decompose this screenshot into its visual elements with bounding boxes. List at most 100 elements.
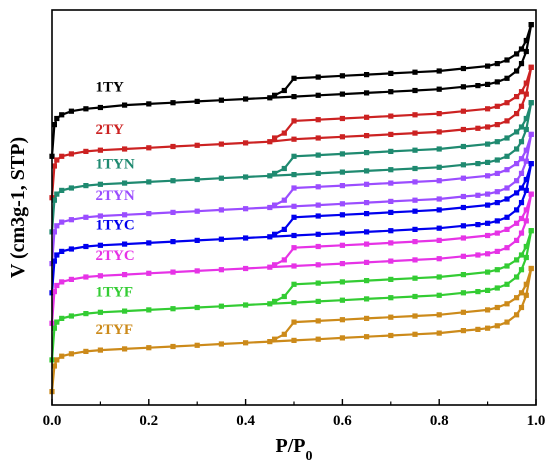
data-point-2TYN-desorption-2 [518, 156, 525, 162]
data-point-2TYF-adsorption-18 [388, 332, 394, 339]
data-point-2TYF-adsorption-2 [54, 357, 60, 363]
data-point-2TYF-desorption-7 [460, 309, 466, 315]
data-point-2TYF-desorption-4 [504, 301, 510, 307]
data-point-1TY-desorption-2 [518, 46, 525, 52]
data-point-1TYC-adsorption-28 [523, 187, 529, 193]
data-point-2TYN-adsorption-5 [83, 214, 89, 220]
data-point-2TYC-adsorption-27 [518, 230, 525, 236]
data-point-1TYC-desorption-6 [485, 202, 491, 208]
data-point-2TY-adsorption-23 [485, 124, 491, 130]
data-point-1TYN-adsorption-11 [218, 175, 224, 181]
series-2TYN [49, 131, 534, 267]
data-point-2TYF-desorption-10 [388, 314, 394, 320]
data-point-1TYF-adsorption-25 [504, 281, 510, 287]
data-point-2TYN-adsorption-17 [364, 200, 370, 206]
data-point-1TYN-adsorption-26 [514, 146, 520, 152]
x-tick-label: 0.0 [43, 413, 62, 429]
data-point-2TYN-adsorption-20 [436, 196, 442, 202]
data-point-1TY-desorption-6 [485, 63, 491, 69]
data-point-2TYC-adsorption-13 [267, 264, 273, 270]
data-point-2TY-adsorption-16 [339, 134, 345, 140]
data-point-1TYF-desorption-13 [315, 280, 321, 286]
data-point-1TYC-adsorption-19 [412, 226, 418, 232]
data-point-2TYN-adsorption-28 [523, 158, 529, 164]
data-point-2TYC-desorption-7 [460, 235, 466, 241]
data-point-2TYC-adsorption-3 [59, 279, 65, 285]
data-point-2TY-adsorption-14 [291, 136, 297, 142]
data-point-2TYF-desorption-9 [412, 313, 418, 319]
data-point-2TYF-adsorption-21 [460, 328, 466, 334]
data-point-2TYC-adsorption-8 [146, 270, 152, 276]
data-point-2TYC-desorption-8 [436, 237, 442, 243]
x-tick-label: 0.2 [139, 413, 158, 429]
data-point-1TY-adsorption-26 [514, 68, 520, 74]
data-point-2TYC-adsorption-10 [194, 268, 200, 274]
series-1TY [49, 22, 534, 159]
data-point-2TY-adsorption-15 [315, 135, 321, 141]
data-point-1TYF-adsorption-2 [54, 319, 60, 325]
data-point-1TYF-desorption-9 [412, 275, 418, 281]
data-point-1TYC-adsorption-23 [485, 220, 491, 226]
data-point-1TY-adsorption-15 [315, 92, 321, 98]
data-point-1TYF-adsorption-11 [218, 303, 224, 309]
data-point-1TY-desorption-5 [494, 61, 500, 67]
data-point-1TYN-desorption-10 [388, 148, 394, 154]
data-point-1TYC-desorption-3 [514, 190, 520, 196]
data-point-1TYF-adsorption-18 [388, 295, 394, 301]
data-point-1TYF-desorption-6 [485, 269, 491, 275]
data-point-2TYF-adsorption-11 [218, 341, 224, 347]
series-2TYF [49, 265, 534, 395]
data-point-2TY-adsorption-28 [523, 91, 529, 97]
y-axis-title: V (cm3g-1, STP) [7, 137, 29, 278]
data-point-1TYF-adsorption-21 [460, 290, 466, 296]
data-point-2TYN-desorption-16 [272, 202, 278, 208]
series-label-1TYF: 1TYF [96, 284, 134, 300]
data-point-2TYC-adsorption-11 [218, 267, 224, 273]
data-point-2TYC-adsorption-9 [170, 269, 176, 275]
series-labels: 1TY 2TY 1TYN 2TYN 1TYC 2TYC 1TYF 2TYF [96, 80, 135, 339]
data-point-2TYF-adsorption-20 [436, 330, 442, 336]
data-point-1TYC-adsorption-6 [97, 242, 103, 248]
x-tick-label: 0.4 [236, 413, 255, 429]
data-point-2TY-desorption-8 [436, 111, 442, 117]
data-point-2TY-desorption-0 [528, 64, 534, 70]
data-point-1TYN-desorption-16 [272, 170, 278, 176]
data-point-1TYF-adsorption-28 [523, 254, 529, 261]
data-point-2TYC-desorption-5 [494, 230, 500, 236]
data-point-1TYN-adsorption-8 [146, 179, 152, 185]
data-point-2TY-adsorption-9 [170, 143, 176, 150]
data-point-1TYC-desorption-13 [315, 213, 321, 219]
data-point-1TYN-desorption-15 [281, 165, 287, 172]
x-axis-title-main: P/P [276, 435, 306, 457]
data-point-1TYF-desorption-4 [504, 263, 510, 269]
data-point-2TYC-desorption-0 [528, 191, 534, 197]
data-point-2TYC-adsorption-15 [315, 262, 321, 268]
data-point-1TYN-desorption-12 [339, 151, 345, 157]
data-point-1TYN-desorption-11 [364, 150, 370, 156]
data-point-2TYN-adsorption-24 [494, 189, 500, 195]
data-point-1TY-adsorption-12 [243, 96, 249, 102]
data-point-1TYC-desorption-12 [339, 212, 345, 218]
data-point-2TY-adsorption-22 [475, 125, 481, 131]
data-point-2TYF-desorption-5 [494, 304, 500, 311]
data-point-2TYC-adsorption-21 [460, 253, 466, 259]
data-point-1TY-adsorption-27 [518, 61, 525, 67]
data-point-2TY-desorption-14 [291, 118, 297, 124]
data-point-1TY-adsorption-21 [460, 84, 466, 90]
data-point-1TYN-adsorption-1 [51, 197, 57, 203]
data-point-1TYC-adsorption-10 [194, 237, 200, 243]
data-point-1TYC-adsorption-16 [339, 230, 345, 236]
data-point-1TYF-adsorption-16 [339, 297, 345, 303]
data-point-2TYN-desorption-7 [460, 175, 466, 181]
data-point-1TYC-desorption-10 [388, 209, 394, 215]
x-tick-label: 1.0 [527, 413, 546, 429]
data-point-2TYF-adsorption-5 [83, 348, 89, 354]
data-point-2TYC-adsorption-25 [504, 245, 510, 251]
data-point-2TYN-adsorption-4 [68, 217, 74, 223]
data-point-1TYF-desorption-0 [528, 228, 534, 234]
data-point-2TYF-adsorption-10 [194, 342, 200, 348]
data-point-1TYC-adsorption-26 [514, 207, 520, 213]
series-1TYN [49, 100, 534, 235]
data-point-2TYC-desorption-12 [339, 242, 345, 248]
data-point-2TY-adsorption-2 [54, 157, 60, 163]
